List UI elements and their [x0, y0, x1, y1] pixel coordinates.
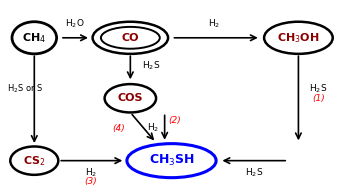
- Ellipse shape: [93, 22, 168, 54]
- Text: H$_2$: H$_2$: [147, 121, 160, 134]
- Text: H$_2$: H$_2$: [85, 167, 97, 179]
- Text: H$_2$O: H$_2$O: [65, 17, 85, 30]
- Ellipse shape: [264, 22, 333, 54]
- Text: CS$_2$: CS$_2$: [23, 154, 46, 168]
- Text: H$_2$S or S: H$_2$S or S: [7, 83, 43, 95]
- Text: H$_2$S: H$_2$S: [309, 83, 327, 95]
- Text: (3): (3): [84, 177, 97, 186]
- Text: CH$_3$SH: CH$_3$SH: [149, 153, 194, 168]
- Text: (4): (4): [112, 124, 125, 133]
- Text: H$_2$: H$_2$: [208, 17, 221, 30]
- Text: CO: CO: [121, 33, 139, 43]
- Ellipse shape: [12, 22, 57, 54]
- Ellipse shape: [127, 144, 216, 178]
- Text: CH$_4$: CH$_4$: [22, 31, 46, 45]
- Text: COS: COS: [118, 93, 143, 103]
- Text: (1): (1): [312, 94, 326, 103]
- Text: (2): (2): [168, 116, 181, 125]
- Text: H$_2$S: H$_2$S: [142, 60, 161, 72]
- Ellipse shape: [105, 84, 156, 112]
- Text: CH$_3$OH: CH$_3$OH: [277, 31, 320, 45]
- Ellipse shape: [10, 146, 58, 175]
- Text: H$_2$S: H$_2$S: [245, 167, 263, 179]
